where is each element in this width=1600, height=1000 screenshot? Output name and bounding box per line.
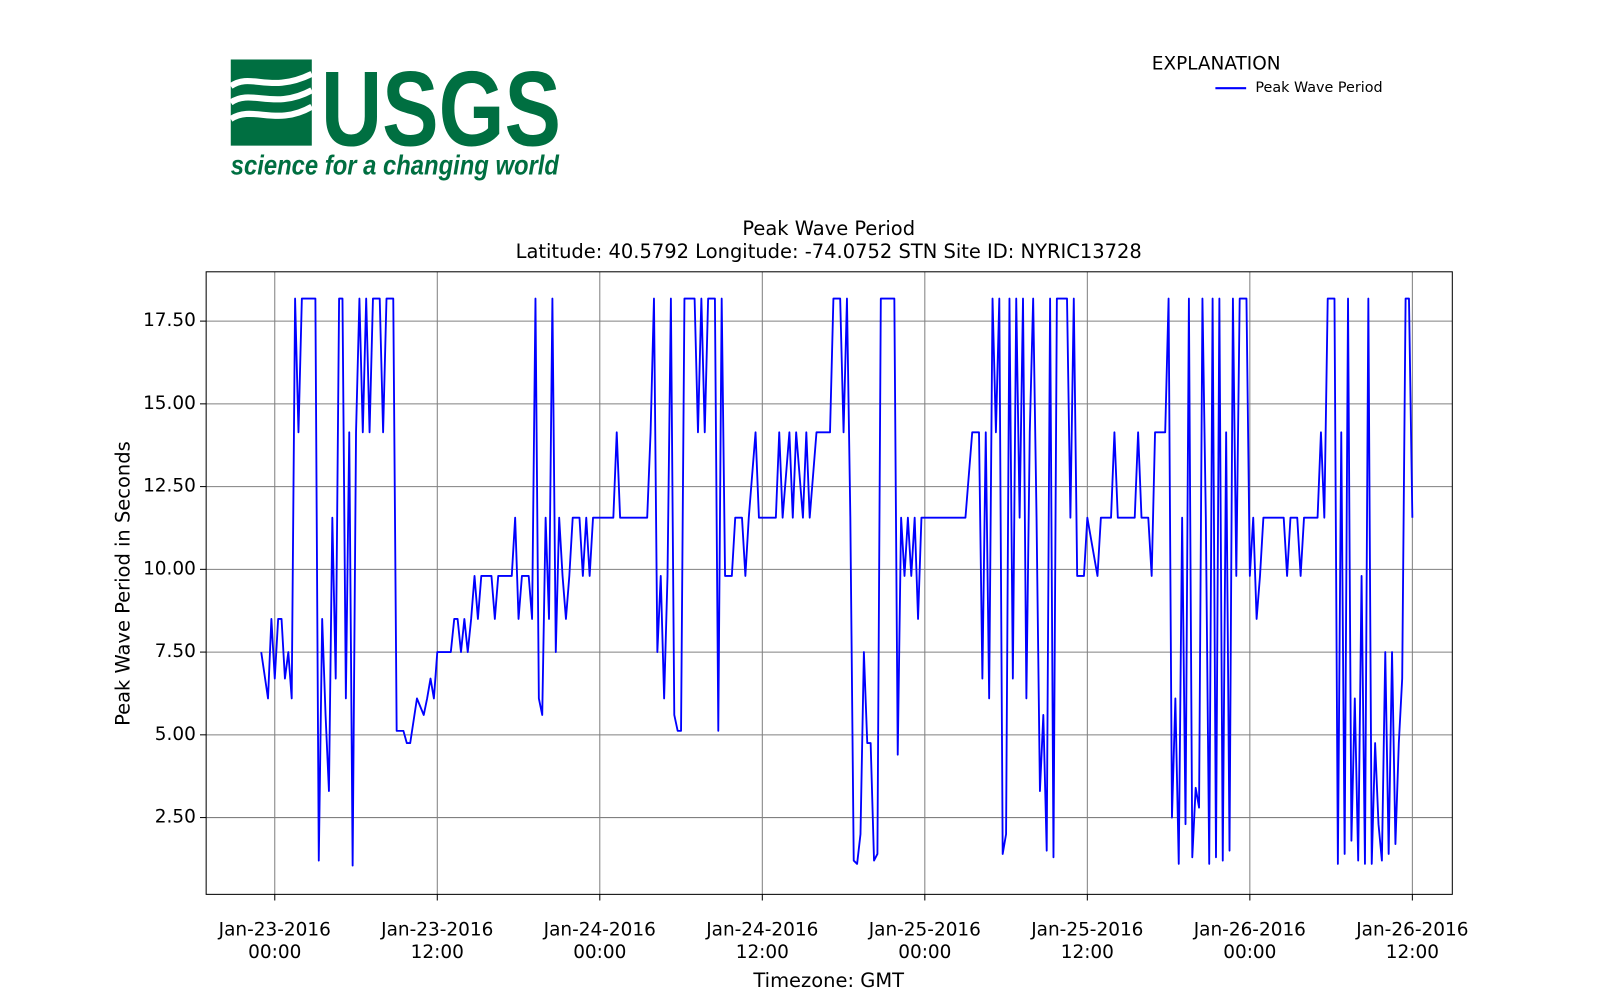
x-tick-label-line: Jan-26-2016 (1355, 919, 1468, 940)
x-tick-label-line: 00:00 (1223, 942, 1276, 963)
x-tick-label: Jan-25-2016 12:00 (1030, 919, 1143, 963)
y-tick-label: 12.50 (143, 476, 196, 497)
y-axis-label: Peak Wave Period in Seconds (112, 441, 135, 726)
x-tick-label: Jan-26-2016 12:00 (1355, 919, 1468, 963)
x-tick-label: Jan-24-2016 12:00 (705, 919, 818, 963)
x-tick-label: Jan-26-2016 00:00 (1193, 919, 1306, 963)
usgs-logo: USGS science for a changing world (229, 49, 561, 180)
logo-waves (229, 71, 314, 122)
x-tick-label-line: 12:00 (736, 942, 789, 963)
x-tick-label-line: 00:00 (573, 942, 626, 963)
y-tick-label: 2.50 (155, 807, 196, 828)
plot-frame (205, 271, 1453, 895)
chart-title: Peak Wave Period (742, 217, 915, 240)
y-tick-label: 5.00 (155, 724, 196, 745)
x-tick-label-line: Jan-24-2016 (705, 919, 818, 940)
x-tick-label: Jan-25-2016 00:00 (868, 919, 981, 963)
y-tick-label: 15.00 (143, 393, 196, 414)
x-tick-label: Jan-23-2016 12:00 (380, 919, 493, 963)
x-axis-label: Timezone: GMT (752, 969, 904, 992)
data-line (260, 297, 1414, 867)
x-tick-label-line: Jan-23-2016 (218, 919, 331, 940)
x-tick-label-line: 12:00 (1061, 942, 1114, 963)
legend-label: Peak Wave Period (1255, 80, 1382, 96)
y-tick-label: 10.00 (143, 558, 196, 579)
x-tick-label: Jan-23-2016 00:00 (218, 919, 331, 963)
x-tick-label-line: 00:00 (248, 942, 301, 963)
chart-subtitle: Latitude: 40.5792 Longitude: -74.0752 ST… (516, 240, 1142, 263)
x-tick-label-line: Jan-24-2016 (543, 919, 656, 940)
y-tick-label: 7.50 (155, 641, 196, 662)
logo-tagline: science for a changing world (231, 149, 560, 180)
logo-mark (230, 59, 312, 146)
x-tick-label-line: Jan-25-2016 (868, 919, 981, 940)
x-tick-label-line: 12:00 (1386, 942, 1439, 963)
legend-title: EXPLANATION (1152, 54, 1281, 75)
x-tick-label-line: 12:00 (411, 942, 464, 963)
x-tick-label: Jan-24-2016 00:00 (543, 919, 656, 963)
y-tick-label: 17.50 (143, 310, 196, 331)
x-tick-label-line: Jan-23-2016 (380, 919, 493, 940)
x-tick-label-line: Jan-26-2016 (1193, 919, 1306, 940)
x-tick-label-line: 00:00 (898, 942, 951, 963)
logo-text: USGS (321, 49, 561, 169)
x-tick-label-line: Jan-25-2016 (1030, 919, 1143, 940)
